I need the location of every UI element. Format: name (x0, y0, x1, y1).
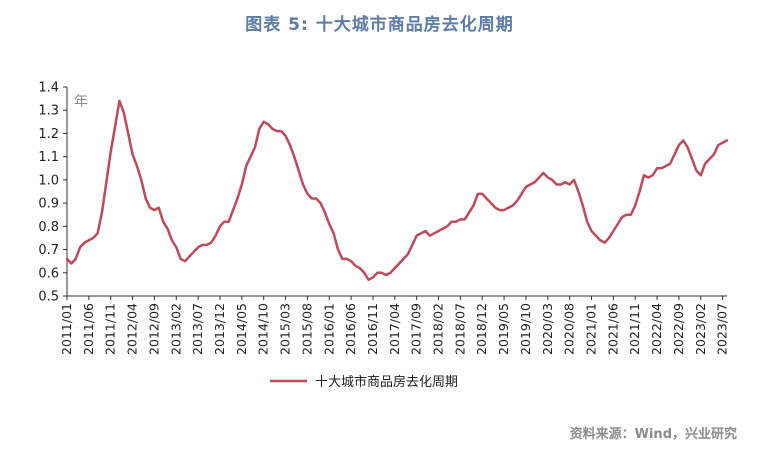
y-tick-label: 1.2 (38, 127, 59, 142)
x-tick-label: 2011/11 (103, 303, 118, 355)
x-tick-label: 2012/09 (146, 303, 161, 355)
x-tick-label: 2018/07 (452, 303, 467, 355)
x-tick-label: 2013/02 (168, 303, 183, 355)
x-tick-label: 2014/05 (234, 303, 249, 355)
y-axis: 1.4 1.3 1.2 1.1 1.0 0.9 0.8 0.7 0.6 0.5 (38, 81, 68, 305)
x-tick-label: 2020/08 (562, 303, 577, 355)
y-tick-label: 1.3 (38, 104, 59, 119)
x-tick-label: 2013/12 (212, 303, 227, 355)
chart-title: 图表 5: 十大城市商品房去化周期 (245, 15, 514, 35)
x-tick-label: 2022/09 (671, 303, 686, 355)
series-line (65, 99, 729, 281)
y-tick-label: 0.6 (38, 266, 59, 281)
x-tick-label: 2017/04 (387, 303, 402, 355)
x-tick-label: 2012/04 (125, 303, 140, 355)
y-tick-label: 1.4 (38, 81, 59, 96)
x-tick-label: 2021/11 (627, 303, 642, 355)
y-tick-label: 0.8 (38, 220, 59, 235)
x-tick-label: 2018/12 (474, 303, 489, 355)
y-tick-label: 1.1 (38, 150, 59, 165)
x-tick-label: 2015/03 (278, 303, 293, 355)
x-tick-label: 2019/05 (496, 303, 511, 355)
source-note: 资料来源：Wind，兴业研究 (569, 427, 737, 442)
y-tick-label: 0.7 (38, 243, 59, 258)
x-tick-label: 2016/06 (343, 303, 358, 355)
x-tick-label: 2016/01 (321, 303, 336, 355)
x-tick-label: 2017/09 (409, 303, 424, 355)
x-tick-label: 2011/01 (59, 303, 74, 355)
x-tick-label: 2023/02 (693, 303, 708, 355)
legend: 十大城市商品房去化周期 (270, 374, 458, 390)
x-tick-label: 2021/06 (605, 303, 620, 355)
x-tick-label: 2016/11 (365, 303, 380, 355)
x-tick-label: 2022/04 (649, 303, 664, 355)
plot-area (65, 99, 729, 281)
x-tick-label: 2014/10 (256, 303, 271, 355)
x-tick-label: 2021/01 (584, 303, 599, 355)
unit-label: 年 (74, 94, 88, 110)
x-axis: 2011/01 2011/06 2011/11 2012/04 2012/09 2013/… (59, 295, 730, 355)
x-tick-label: 2023/07 (715, 303, 730, 355)
y-tick-label: 0.9 (38, 197, 59, 212)
x-tick-label: 2018/02 (431, 303, 446, 355)
x-tick-label: 2015/08 (299, 303, 314, 355)
x-tick-label: 2019/10 (518, 303, 533, 355)
x-tick-label: 2011/06 (81, 303, 96, 355)
y-tick-label: 0.5 (38, 290, 59, 305)
x-tick-label: 2013/07 (190, 303, 205, 355)
y-tick-label: 1.0 (38, 173, 59, 188)
x-tick-label: 2020/03 (540, 303, 555, 355)
legend-label: 十大城市商品房去化周期 (315, 374, 458, 390)
